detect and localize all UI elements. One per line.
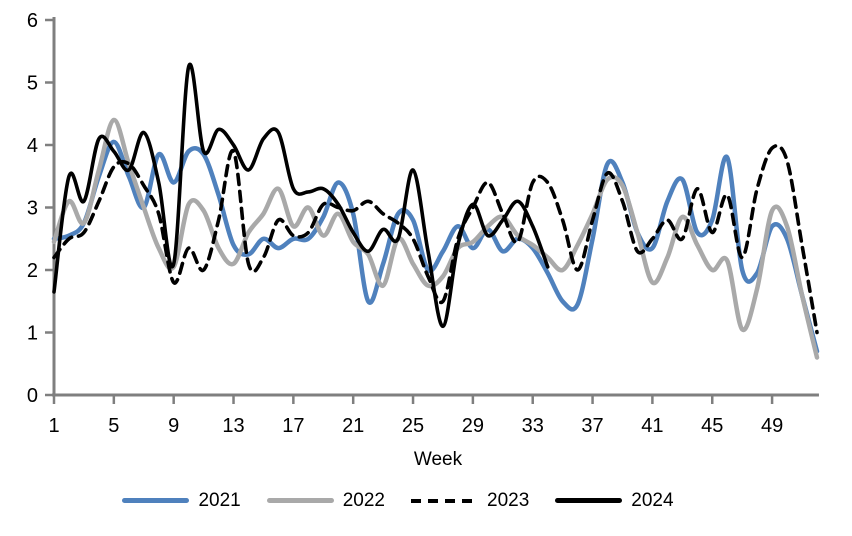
x-tick-label: 5 (108, 415, 119, 437)
x-axis-title: Week (413, 449, 463, 470)
y-tick-label: 2 (27, 260, 38, 282)
legend-item-2022: 2022 (266, 490, 385, 511)
y-tick-label: 6 (27, 10, 38, 32)
legend-item-2024: 2024 (555, 490, 674, 511)
series-line-2022 (51, 117, 820, 360)
series-line-2024 (52, 62, 550, 329)
x-tick-label: 1 (48, 415, 59, 437)
y-tick-label: 3 (27, 198, 38, 220)
x-tick-label: 29 (462, 415, 484, 437)
legend-label: 2024 (631, 490, 674, 511)
y-tick-label: 5 (27, 73, 38, 95)
y-tick-label: 1 (27, 323, 38, 345)
x-tick-label: 33 (522, 415, 544, 437)
chart-legend: 2021 2022 2023 2024 (0, 491, 824, 510)
legend-item-2021: 2021 (122, 490, 241, 511)
x-tick-label: 41 (641, 415, 663, 437)
x-tick-label: 45 (701, 415, 723, 437)
x-tick-label: 49 (761, 415, 783, 437)
legend-line-sample-2022 (266, 498, 334, 503)
legend-line-sample-2024 (555, 498, 623, 503)
y-tick-label: 4 (27, 135, 38, 157)
legend-line-sample-2023 (411, 498, 478, 503)
legend-item-2023: 2023 (411, 491, 529, 510)
x-tick-label: 37 (581, 415, 603, 437)
y-tick-label: 0 (27, 385, 38, 407)
x-tick-label: 9 (168, 415, 179, 437)
legend-label: 2021 (198, 490, 241, 511)
x-tick-label: 25 (402, 415, 424, 437)
x-tick-label: 17 (282, 415, 304, 437)
legend-label: 2023 (487, 490, 530, 511)
x-tick-label: 21 (342, 415, 364, 437)
x-tick-label: 13 (222, 415, 244, 437)
legend-line-sample-2021 (122, 498, 190, 503)
legend-label: 2022 (342, 490, 385, 511)
series-line-2021 (51, 139, 820, 354)
